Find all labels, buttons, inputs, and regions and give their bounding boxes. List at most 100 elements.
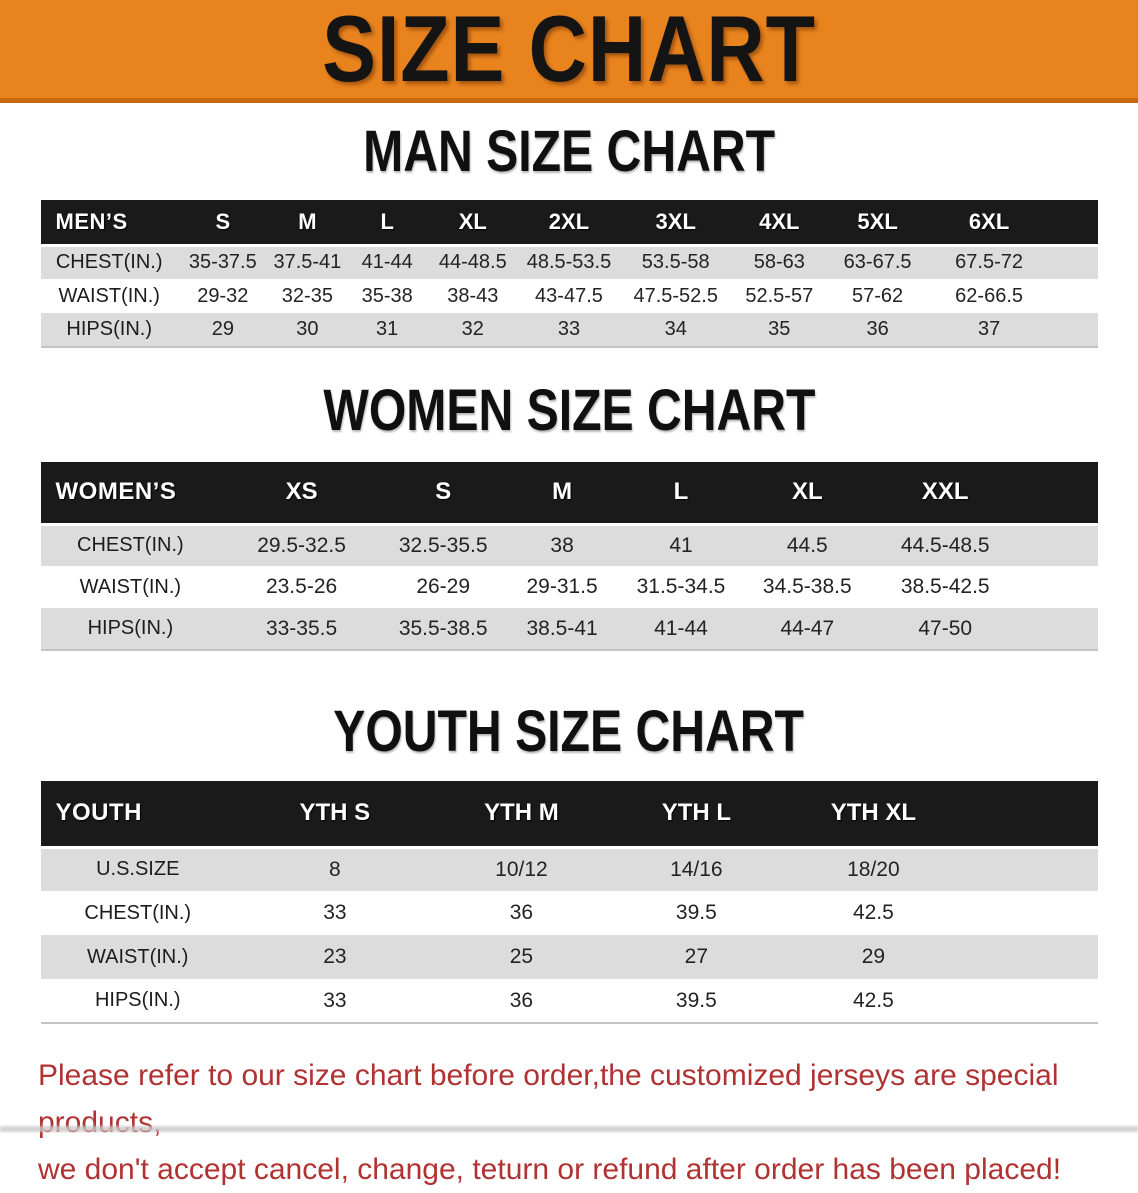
value-cell: 25 (434, 935, 609, 979)
value-cell: 33 (518, 313, 620, 347)
row-label-cell: HIPS(IN.) (40, 979, 235, 1023)
size-header-cell: 4XL (731, 200, 827, 247)
size-header-cell: XXL (873, 462, 1018, 526)
filler-cell (1049, 200, 1098, 247)
value-cell: 42.5 (784, 891, 963, 935)
value-cell: 41-44 (347, 245, 428, 279)
value-cell: 32 (427, 313, 519, 347)
size-header-cell: 3XL (619, 200, 732, 247)
value-cell: 36 (434, 979, 609, 1023)
value-cell: 36 (434, 891, 609, 935)
filler-cell (1017, 462, 1098, 526)
value-cell: 41 (620, 524, 742, 566)
women-size-table-wrap: WOMEN’S XS S M L XL XXL CHEST(IN.) 29.5-32.5 32.5… (40, 462, 1098, 651)
women-size-table: WOMEN’S XS S M L XL XXL CHEST(IN.) 29.5-32.5 32.5… (40, 462, 1098, 651)
men-size-table-wrap: MEN’S S M L XL 2XL 3XL 4XL 5XL 6XL CHEST(IN.) 35-37… (40, 200, 1098, 348)
value-cell: 23 (234, 935, 435, 979)
value-cell: 32-35 (267, 279, 348, 313)
value-cell: 35 (731, 313, 827, 347)
table-row: U.S.SIZE 8 10/12 14/16 18/20 (40, 847, 1098, 891)
header-row: WOMEN’S XS S M L XL XXL (40, 462, 1098, 526)
value-cell: 52.5-57 (731, 279, 827, 313)
value-cell: 18/20 (784, 847, 963, 891)
youth-section-heading: YOUTH SIZE CHART (0, 699, 1138, 764)
table-row: HIPS(IN.) 29 30 31 32 33 34 35 36 37 (40, 313, 1098, 347)
value-cell: 44.5-48.5 (873, 524, 1018, 566)
value-cell: 34.5-38.5 (741, 566, 874, 608)
size-header-cell: 6XL (928, 200, 1050, 247)
filler-cell (1049, 313, 1098, 347)
table-title-cell: MEN’S (40, 200, 178, 247)
row-label-cell: WAIST(IN.) (40, 279, 178, 313)
value-cell: 47-50 (873, 608, 1018, 650)
row-label-cell: WAIST(IN.) (40, 935, 235, 979)
filler-cell (962, 979, 1098, 1023)
value-cell: 44.5 (741, 524, 874, 566)
value-cell: 63-67.5 (826, 245, 929, 279)
size-header-cell: YTH S (234, 781, 435, 849)
value-cell: 62-66.5 (928, 279, 1050, 313)
youth-size-table: YOUTH YTH S YTH M YTH L YTH XL U.S.SIZE 8 10/12… (40, 781, 1098, 1024)
filler-cell (962, 935, 1098, 979)
table-row: WAIST(IN.) 23 25 27 29 (40, 935, 1098, 979)
table-row: HIPS(IN.) 33 36 39.5 42.5 (40, 979, 1098, 1023)
value-cell: 33 (234, 979, 435, 1023)
value-cell: 39.5 (608, 891, 785, 935)
size-header-cell: L (347, 200, 428, 247)
size-header-cell: YTH M (434, 781, 609, 849)
filler-cell (962, 781, 1098, 849)
value-cell: 41-44 (620, 608, 742, 650)
value-cell: 32.5-35.5 (382, 524, 504, 566)
value-cell: 38 (503, 524, 621, 566)
disclaimer-line-2: we don't accept cancel, change, teturn o… (38, 1153, 1062, 1186)
filler-cell (1017, 608, 1098, 650)
size-header-cell: 5XL (826, 200, 929, 247)
value-cell: 48.5-53.5 (518, 245, 620, 279)
men-section-heading-text: MAN SIZE CHART (363, 119, 775, 184)
value-cell: 10/12 (434, 847, 609, 891)
value-cell: 38.5-42.5 (873, 566, 1018, 608)
value-cell: 31 (347, 313, 428, 347)
value-cell: 38.5-41 (503, 608, 621, 650)
table-title-cell: WOMEN’S (40, 462, 221, 526)
table-row: HIPS(IN.) 33-35.5 35.5-38.5 38.5-41 41-44 44-… (40, 608, 1098, 650)
value-cell: 29.5-32.5 (220, 524, 383, 566)
value-cell: 29-31.5 (503, 566, 621, 608)
value-cell: 43-47.5 (518, 279, 620, 313)
value-cell: 33-35.5 (220, 608, 383, 650)
youth-section-heading-text: YOUTH SIZE CHART (333, 699, 805, 764)
value-cell: 36 (826, 313, 929, 347)
women-section-heading: WOMEN SIZE CHART (0, 378, 1138, 443)
filler-cell (1049, 245, 1098, 279)
header-row: MEN’S S M L XL 2XL 3XL 4XL 5XL 6XL (40, 200, 1098, 247)
filler-cell (1017, 566, 1098, 608)
filler-cell (962, 847, 1098, 891)
value-cell: 39.5 (608, 979, 785, 1023)
value-cell: 29 (177, 313, 268, 347)
youth-size-table-wrap: YOUTH YTH S YTH M YTH L YTH XL U.S.SIZE 8 10/12… (40, 781, 1098, 1024)
value-cell: 29-32 (177, 279, 268, 313)
filler-cell (962, 891, 1098, 935)
value-cell: 26-29 (382, 566, 504, 608)
value-cell: 29 (784, 935, 963, 979)
value-cell: 42.5 (784, 979, 963, 1023)
table-row: CHEST(IN.) 33 36 39.5 42.5 (40, 891, 1098, 935)
table-row: CHEST(IN.) 35-37.5 37.5-41 41-44 44-48.5 48.5… (40, 245, 1098, 279)
women-section-heading-text: WOMEN SIZE CHART (322, 378, 816, 443)
size-header-cell: YTH L (608, 781, 785, 849)
row-label-cell: U.S.SIZE (40, 847, 235, 891)
table-title-cell: YOUTH (40, 781, 235, 849)
table-row: CHEST(IN.) 29.5-32.5 32.5-35.5 38 41 44.5 44.5… (40, 524, 1098, 566)
value-cell: 27 (608, 935, 785, 979)
value-cell: 47.5-52.5 (619, 279, 732, 313)
value-cell: 53.5-58 (619, 245, 732, 279)
value-cell: 58-63 (731, 245, 827, 279)
row-label-cell: WAIST(IN.) (40, 566, 221, 608)
filler-cell (1049, 279, 1098, 313)
value-cell: 35-37.5 (177, 245, 268, 279)
size-header-cell: YTH XL (784, 781, 963, 849)
men-section-heading: MAN SIZE CHART (0, 119, 1138, 184)
value-cell: 44-48.5 (427, 245, 519, 279)
size-header-cell: XS (220, 462, 383, 526)
size-header-cell: XL (427, 200, 519, 247)
